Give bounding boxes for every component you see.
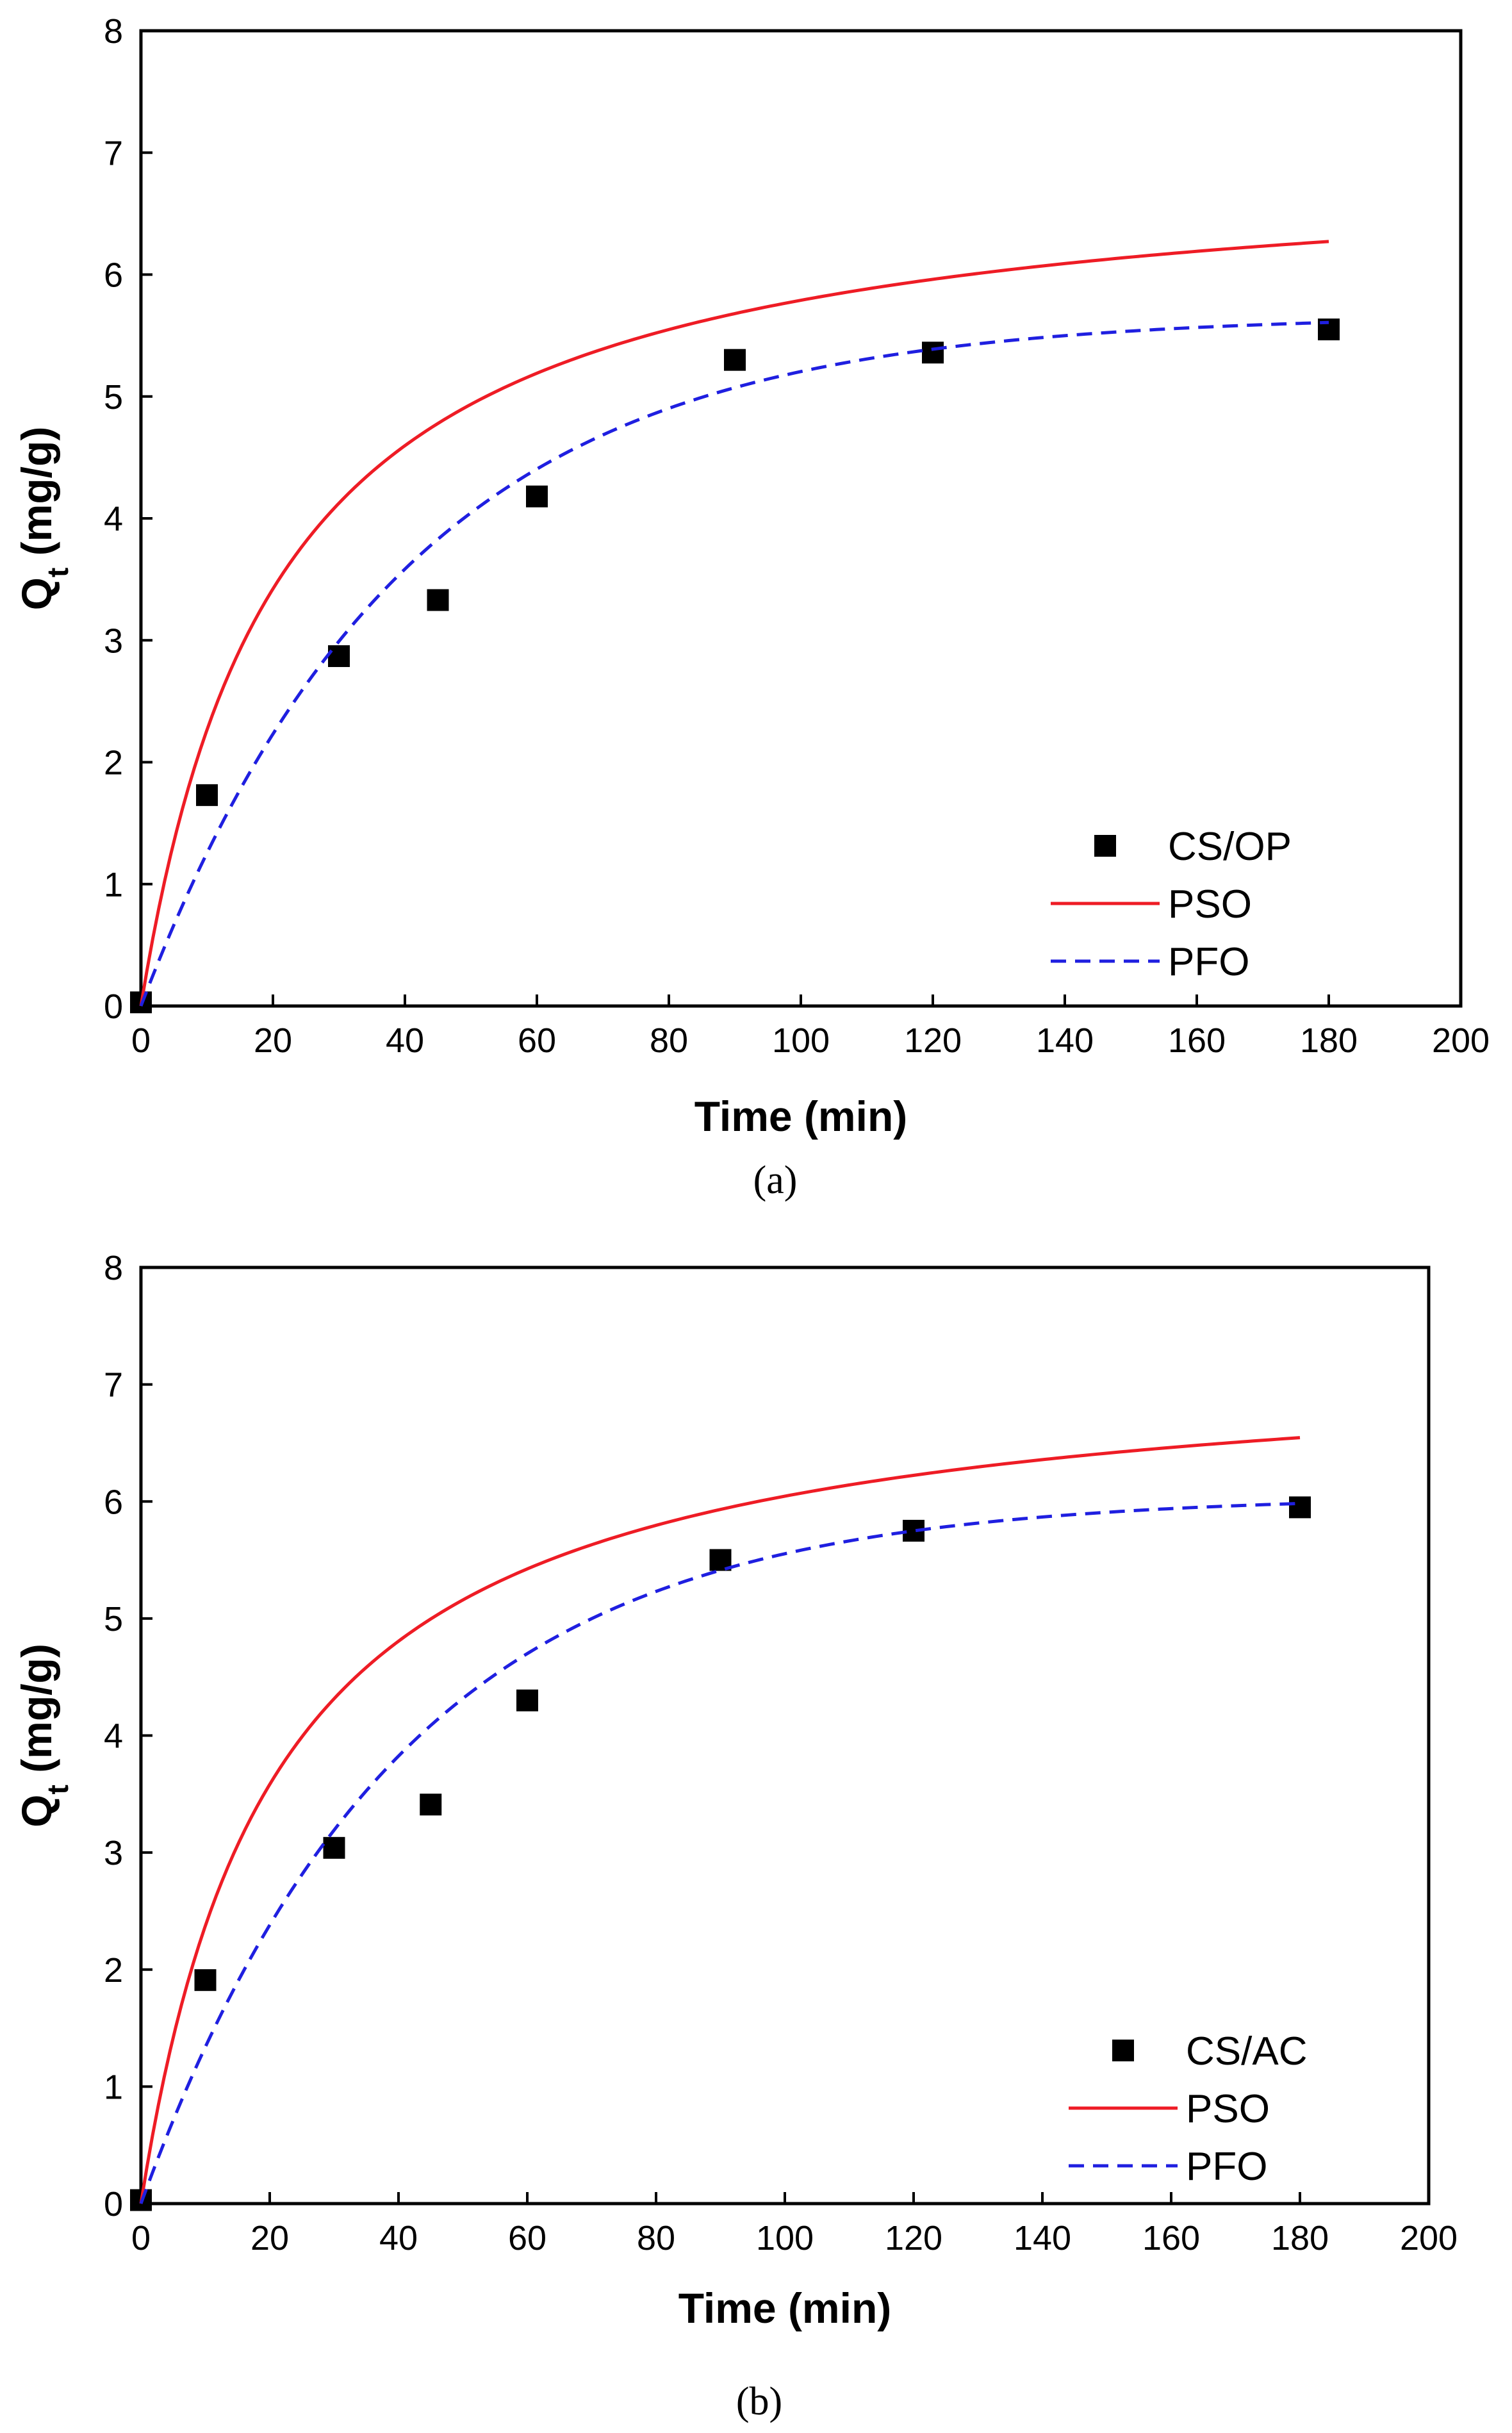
y-axis-title: Qt (mg/g) [13, 1644, 74, 1827]
chart-panel-a: 0 20 40 60 80 100 120 140 160 180 200 0 1 2 3 4 5 6 7 8 Time… [13, 12, 1490, 1202]
data-point [427, 589, 449, 611]
panel-label: (b) [736, 2380, 782, 2423]
y-tick-label: 3 [104, 1834, 123, 1872]
y-axis-title: Qt (mg/g) [13, 427, 74, 611]
x-tick-label: 20 [251, 2219, 289, 2257]
data-point [1289, 1496, 1311, 1519]
y-tick-label: 6 [104, 256, 123, 295]
y-tick-label: 2 [104, 744, 123, 782]
data-point [526, 485, 548, 507]
x-tick-label: 200 [1432, 1021, 1490, 1060]
x-tick-label: 200 [1400, 2219, 1458, 2257]
x-axis-title: Time (min) [678, 2284, 891, 2332]
x-tick-label: 160 [1168, 1021, 1226, 1060]
data-point [724, 349, 746, 371]
data-point [420, 1794, 442, 1816]
legend-marker-scatter [1112, 2040, 1134, 2061]
x-tick-label: 0 [131, 1021, 151, 1060]
y-tick-label: 5 [104, 378, 123, 416]
pso-fit-line [139, 1436, 1301, 2204]
x-tick-label: 0 [131, 2219, 151, 2257]
data-point [323, 1836, 345, 1859]
y-tick-label: 5 [104, 1600, 123, 1638]
data-point [328, 645, 350, 667]
x-tick-label: 180 [1271, 2219, 1329, 2257]
x-tick-label: 120 [885, 2219, 942, 2257]
legend-marker-scatter [1094, 835, 1116, 857]
y-tick-label: 1 [104, 2068, 123, 2106]
panel-label: (a) [753, 1159, 798, 1202]
x-tick-label: 100 [772, 1021, 830, 1060]
legend-label: CS/OP [1168, 825, 1292, 869]
x-axis-title: Time (min) [694, 1093, 907, 1140]
legend-label: CS/AC [1186, 2029, 1307, 2074]
x-tick-label: 80 [637, 2219, 675, 2257]
y-tick-label: 7 [104, 1366, 123, 1405]
data-point [922, 342, 944, 364]
pfo-fit-line [139, 1501, 1301, 2204]
x-tick-label: 80 [650, 1021, 688, 1060]
x-tick-label: 140 [1036, 1021, 1094, 1060]
x-tick-label: 120 [904, 1021, 962, 1060]
x-tick-label: 60 [518, 1021, 556, 1060]
y-tick-label: 8 [104, 1249, 123, 1287]
y-tick-label: 3 [104, 622, 123, 660]
y-tick-label: 2 [104, 1951, 123, 1990]
x-tick-label: 140 [1014, 2219, 1071, 2257]
data-point [194, 1969, 217, 1992]
x-tick-label: 40 [379, 2219, 418, 2257]
y-tick-label: 0 [104, 987, 123, 1026]
legend-label: PSO [1186, 2087, 1270, 2131]
pfo-fit-line [139, 320, 1329, 1007]
x-tick-label: 180 [1300, 1021, 1358, 1060]
chart-panel-b: 0 20 40 60 80 100 120 140 160 180 200 0 1 2 3 4 5 6 7 8 Time… [13, 1249, 1458, 2423]
y-tick-label: 0 [104, 2185, 123, 2223]
x-tick-label: 60 [508, 2219, 546, 2257]
x-tick-label: 100 [756, 2219, 814, 2257]
y-tick-label: 6 [104, 1483, 123, 1521]
y-tick-label: 8 [104, 12, 123, 51]
x-tick-label: 20 [254, 1021, 292, 1060]
legend-label: PFO [1168, 940, 1249, 984]
legend-label: PSO [1168, 882, 1252, 927]
x-tick-label: 160 [1142, 2219, 1200, 2257]
y-tick-label: 4 [104, 500, 123, 538]
data-point [516, 1689, 538, 1711]
y-tick-label: 7 [104, 134, 123, 172]
y-tick-label: 1 [104, 866, 123, 904]
data-point [196, 784, 218, 806]
x-tick-label: 40 [386, 1021, 424, 1060]
legend-label: PFO [1186, 2145, 1267, 2189]
y-tick-label: 4 [104, 1717, 123, 1756]
pso-fit-line [139, 240, 1329, 1007]
